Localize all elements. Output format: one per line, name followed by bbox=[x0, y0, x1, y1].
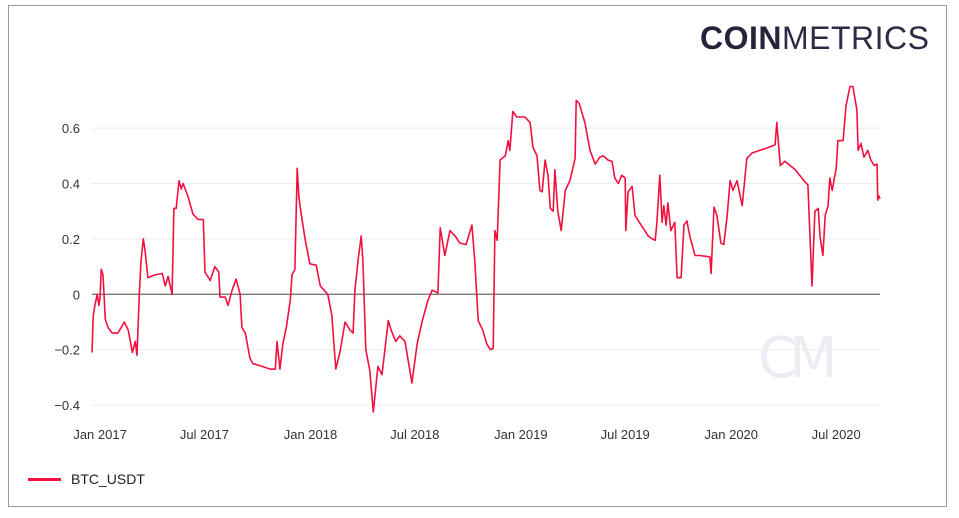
x-tick-label: Jan 2019 bbox=[494, 427, 548, 442]
y-tick-label: −0.2 bbox=[54, 343, 80, 358]
y-tick-label: −0.4 bbox=[54, 398, 80, 413]
y-axis-ticks: −0.4 −0.2 0 0.2 0.4 0.6 bbox=[54, 121, 80, 413]
series-lines bbox=[91, 85, 881, 413]
x-tick-label: Jul 2019 bbox=[601, 427, 650, 442]
logo-light-text: METRICS bbox=[782, 20, 930, 56]
cm-watermark-logo: CM bbox=[758, 326, 837, 391]
x-tick-label: Jan 2017 bbox=[73, 427, 127, 442]
series-line-btc-usdt bbox=[91, 85, 881, 413]
logo-bold-text: COIN bbox=[700, 20, 782, 56]
x-tick-label: Jul 2017 bbox=[180, 427, 229, 442]
legend[interactable]: BTC_USDT bbox=[28, 471, 145, 487]
y-tick-label: 0.2 bbox=[62, 232, 80, 247]
y-tick-label: 0.6 bbox=[62, 121, 80, 136]
coinmetrics-logo: COINMETRICS bbox=[700, 20, 930, 57]
x-tick-label: Jul 2018 bbox=[390, 427, 439, 442]
x-tick-label: Jul 2020 bbox=[812, 427, 861, 442]
legend-label-btc-usdt: BTC_USDT bbox=[71, 471, 145, 487]
x-tick-label: Jan 2020 bbox=[705, 427, 759, 442]
gridlines bbox=[92, 127, 880, 406]
chart-frame bbox=[8, 5, 947, 507]
legend-swatch-btc-usdt bbox=[28, 477, 61, 481]
x-axis-ticks: Jan 2017 Jul 2017 Jan 2018 Jul 2018 Jan 2019… bbox=[73, 427, 860, 442]
y-tick-label: 0 bbox=[73, 287, 80, 302]
x-tick-label: Jan 2018 bbox=[284, 427, 338, 442]
y-tick-label: 0.4 bbox=[62, 177, 80, 192]
